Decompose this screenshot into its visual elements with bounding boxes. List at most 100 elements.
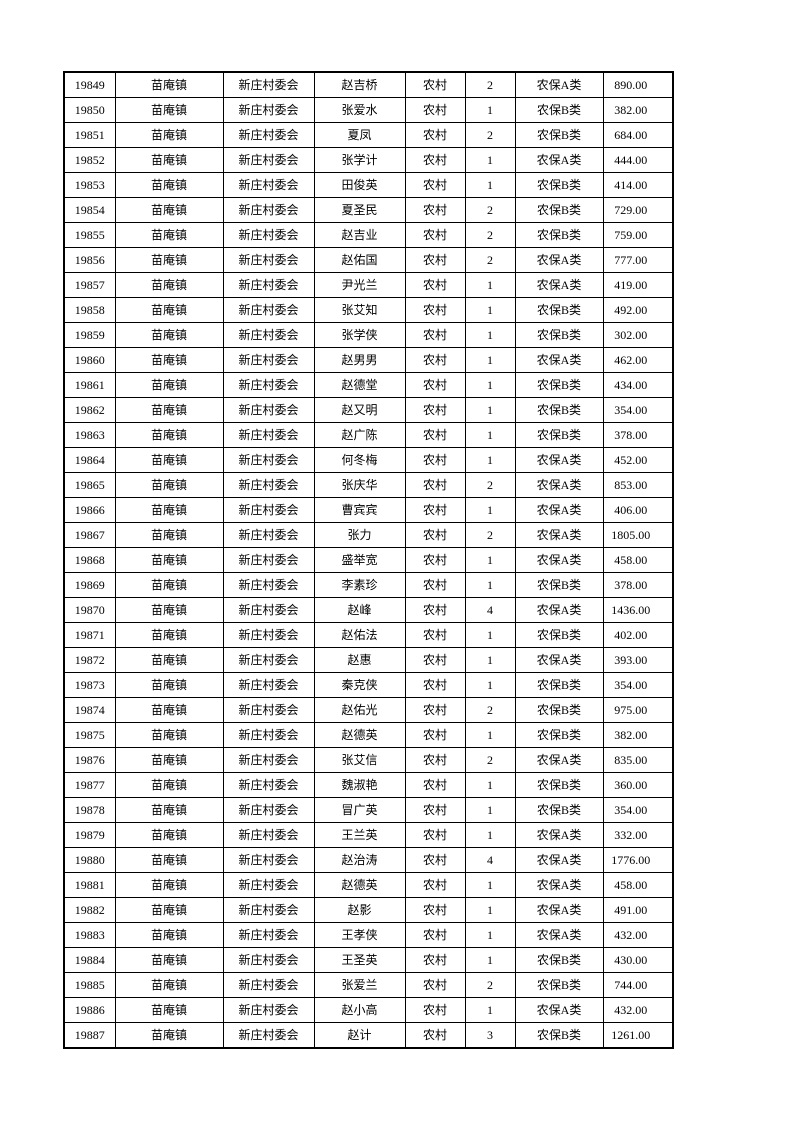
cell-count: 1 [464,172,516,198]
table-row: 19865 苗庵镇 新庄村委会 张庆华 农村 2 农保A类 853.00 [63,472,674,498]
cell-area-type: 农村 [404,422,466,448]
cell-id: 19868 [63,547,116,573]
cell-amount: 402.00 [602,622,674,648]
table-body: 19849 苗庵镇 新庄村委会 赵吉桥 农村 2 农保A类 890.00 19850 苗庵镇 新庄村… [63,71,674,1049]
cell-village: 新庄村委会 [222,97,315,123]
cell-category: 农保B类 [514,572,604,598]
cell-id: 19861 [63,372,116,398]
cell-village: 新庄村委会 [222,872,315,898]
cell-name: 赵吉业 [313,222,406,248]
cell-amount: 444.00 [602,147,674,173]
cell-amount: 1436.00 [602,597,674,623]
table-row: 19869 苗庵镇 新庄村委会 李素珍 农村 1 农保B类 378.00 [63,572,674,598]
cell-count: 1 [464,447,516,473]
cell-town: 苗庵镇 [114,622,224,648]
cell-town: 苗庵镇 [114,797,224,823]
cell-amount: 382.00 [602,97,674,123]
cell-village: 新庄村委会 [222,1022,315,1049]
table-row: 19867 苗庵镇 新庄村委会 张力 农村 2 农保A类 1805.00 [63,522,674,548]
cell-id: 19854 [63,197,116,223]
table-row: 19886 苗庵镇 新庄村委会 赵小高 农村 1 农保A类 432.00 [63,997,674,1023]
table-row: 19855 苗庵镇 新庄村委会 赵吉业 农村 2 农保B类 759.00 [63,222,674,248]
cell-village: 新庄村委会 [222,497,315,523]
cell-name: 赵小高 [313,997,406,1023]
cell-village: 新庄村委会 [222,422,315,448]
table-row: 19878 苗庵镇 新庄村委会 冒广英 农村 1 农保B类 354.00 [63,797,674,823]
cell-category: 农保B类 [514,797,604,823]
cell-town: 苗庵镇 [114,872,224,898]
cell-name: 赵德英 [313,872,406,898]
cell-id: 19874 [63,697,116,723]
cell-amount: 1805.00 [602,522,674,548]
cell-village: 新庄村委会 [222,322,315,348]
cell-id: 19858 [63,297,116,323]
cell-category: 农保B类 [514,222,604,248]
cell-category: 农保B类 [514,172,604,198]
table-row: 19862 苗庵镇 新庄村委会 赵又明 农村 1 农保B类 354.00 [63,397,674,423]
table-row: 19885 苗庵镇 新庄村委会 张爱兰 农村 2 农保B类 744.00 [63,972,674,998]
table-row: 19856 苗庵镇 新庄村委会 赵佑国 农村 2 农保A类 777.00 [63,247,674,273]
cell-category: 农保B类 [514,1022,604,1049]
cell-name: 赵佑国 [313,247,406,273]
table-row: 19863 苗庵镇 新庄村委会 赵广陈 农村 1 农保B类 378.00 [63,422,674,448]
cell-area-type: 农村 [404,522,466,548]
cell-id: 19871 [63,622,116,648]
cell-name: 何冬梅 [313,447,406,473]
cell-amount: 378.00 [602,422,674,448]
cell-category: 农保A类 [514,647,604,673]
cell-village: 新庄村委会 [222,122,315,148]
cell-count: 1 [464,722,516,748]
cell-id: 19878 [63,797,116,823]
cell-amount: 1261.00 [602,1022,674,1049]
cell-area-type: 农村 [404,572,466,598]
cell-category: 农保A类 [514,597,604,623]
cell-area-type: 农村 [404,147,466,173]
cell-category: 农保B类 [514,697,604,723]
cell-name: 赵又明 [313,397,406,423]
cell-town: 苗庵镇 [114,847,224,873]
cell-village: 新庄村委会 [222,897,315,923]
table-row: 19879 苗庵镇 新庄村委会 王兰英 农村 1 农保A类 332.00 [63,822,674,848]
cell-area-type: 农村 [404,647,466,673]
cell-id: 19870 [63,597,116,623]
cell-town: 苗庵镇 [114,647,224,673]
cell-count: 2 [464,222,516,248]
cell-category: 农保A类 [514,71,604,98]
cell-id: 19882 [63,897,116,923]
cell-village: 新庄村委会 [222,547,315,573]
cell-id: 19855 [63,222,116,248]
cell-name: 李素珍 [313,572,406,598]
cell-area-type: 农村 [404,372,466,398]
cell-category: 农保B类 [514,622,604,648]
cell-id: 19875 [63,722,116,748]
cell-category: 农保A类 [514,272,604,298]
cell-amount: 452.00 [602,447,674,473]
cell-category: 农保B类 [514,322,604,348]
cell-count: 1 [464,422,516,448]
cell-amount: 354.00 [602,797,674,823]
cell-count: 1 [464,822,516,848]
cell-village: 新庄村委会 [222,672,315,698]
cell-village: 新庄村委会 [222,222,315,248]
cell-id: 19853 [63,172,116,198]
cell-area-type: 农村 [404,247,466,273]
cell-area-type: 农村 [404,622,466,648]
cell-amount: 434.00 [602,372,674,398]
cell-name: 赵计 [313,1022,406,1049]
cell-count: 1 [464,797,516,823]
table-row: 19880 苗庵镇 新庄村委会 赵治涛 农村 4 农保A类 1776.00 [63,847,674,873]
cell-amount: 406.00 [602,497,674,523]
cell-name: 冒广英 [313,797,406,823]
cell-area-type: 农村 [404,272,466,298]
cell-village: 新庄村委会 [222,272,315,298]
cell-id: 19851 [63,122,116,148]
cell-town: 苗庵镇 [114,122,224,148]
cell-amount: 744.00 [602,972,674,998]
cell-id: 19885 [63,972,116,998]
cell-area-type: 农村 [404,497,466,523]
table-row: 19876 苗庵镇 新庄村委会 张艾信 农村 2 农保A类 835.00 [63,747,674,773]
cell-count: 4 [464,847,516,873]
cell-town: 苗庵镇 [114,97,224,123]
table-row: 19868 苗庵镇 新庄村委会 盛举宽 农村 1 农保A类 458.00 [63,547,674,573]
cell-area-type: 农村 [404,97,466,123]
